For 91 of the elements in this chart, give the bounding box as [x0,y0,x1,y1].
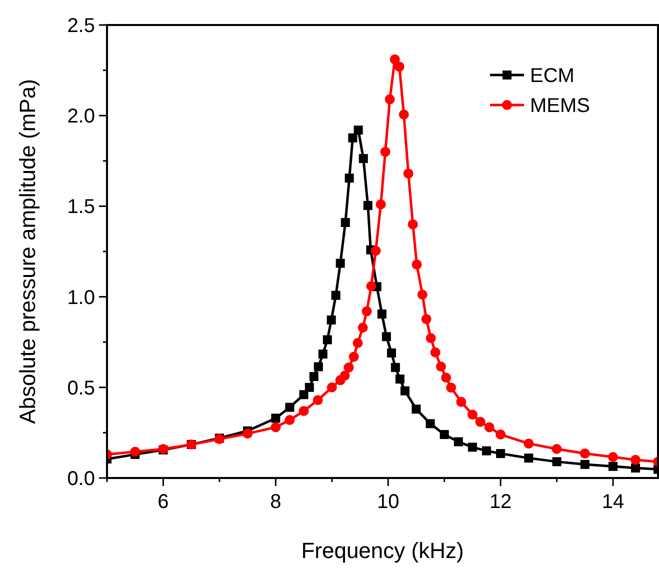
point [417,290,428,300]
point [426,419,435,428]
point [312,395,323,406]
point [130,446,140,457]
point [454,437,463,446]
point [358,154,368,164]
point [446,382,456,393]
point [344,174,354,183]
point [524,454,534,463]
point [370,246,381,256]
point [354,126,363,135]
point [436,362,446,372]
x-tick-label: 14 [602,491,624,513]
point [552,457,562,466]
y-tick-label: 2.5 [67,15,95,37]
point [456,396,466,407]
point [348,352,359,362]
point [468,442,477,452]
point [580,460,590,469]
point [400,386,410,396]
y-tick-label: 0.0 [67,468,95,490]
x-tick-label: 10 [376,491,400,513]
point [326,315,336,324]
point [426,333,436,344]
point [366,281,376,292]
point [580,448,590,459]
point [363,200,372,210]
point [441,372,452,383]
point [421,314,432,324]
point [304,382,314,392]
point [377,310,386,319]
point [348,133,358,142]
point [440,430,449,440]
point [630,454,641,465]
point [382,332,391,342]
point [358,322,368,333]
point [322,335,332,344]
point [475,416,486,427]
point [631,464,640,473]
point [408,219,418,230]
point [376,199,386,210]
point [386,348,396,358]
point [524,438,534,449]
point [298,406,309,416]
point [398,110,409,120]
point [362,306,372,316]
point [336,258,345,268]
y-tick-label: 1.5 [67,196,95,218]
point [380,146,390,157]
point [390,362,400,372]
point [412,404,421,414]
legend-label: ECM [530,65,574,87]
point [340,370,350,381]
point [403,168,414,179]
point [394,62,404,72]
y-tick-label: 0.5 [67,377,95,400]
point [484,422,494,432]
point [608,452,618,462]
point [496,449,506,458]
point [318,350,328,359]
point [284,415,295,426]
point [395,374,404,384]
point [299,390,308,400]
point [309,372,318,382]
point [270,422,281,432]
point [390,54,400,64]
point [331,290,340,300]
point [608,462,618,471]
point [326,382,337,392]
point [285,402,294,412]
y-axis-title: Absolute pressure amplitude (mPa) [15,79,40,424]
x-tick-label: 6 [158,491,169,513]
point [384,94,395,104]
point [340,218,350,228]
point [467,410,478,420]
legend-label: MEMS [530,95,590,117]
point [271,414,280,423]
point [344,362,354,372]
y-tick-label: 1.0 [67,286,95,309]
point [496,430,506,440]
point [242,428,253,439]
point [552,444,562,454]
point [412,260,422,270]
point [314,362,323,372]
x-tick-label: 12 [489,491,512,513]
point [430,347,440,358]
x-axis-title: Frequency (kHz) [301,538,464,563]
y-tick-label: 2.0 [67,106,95,128]
x-tick-label: 8 [270,491,282,513]
point [352,338,363,348]
point [482,446,492,456]
